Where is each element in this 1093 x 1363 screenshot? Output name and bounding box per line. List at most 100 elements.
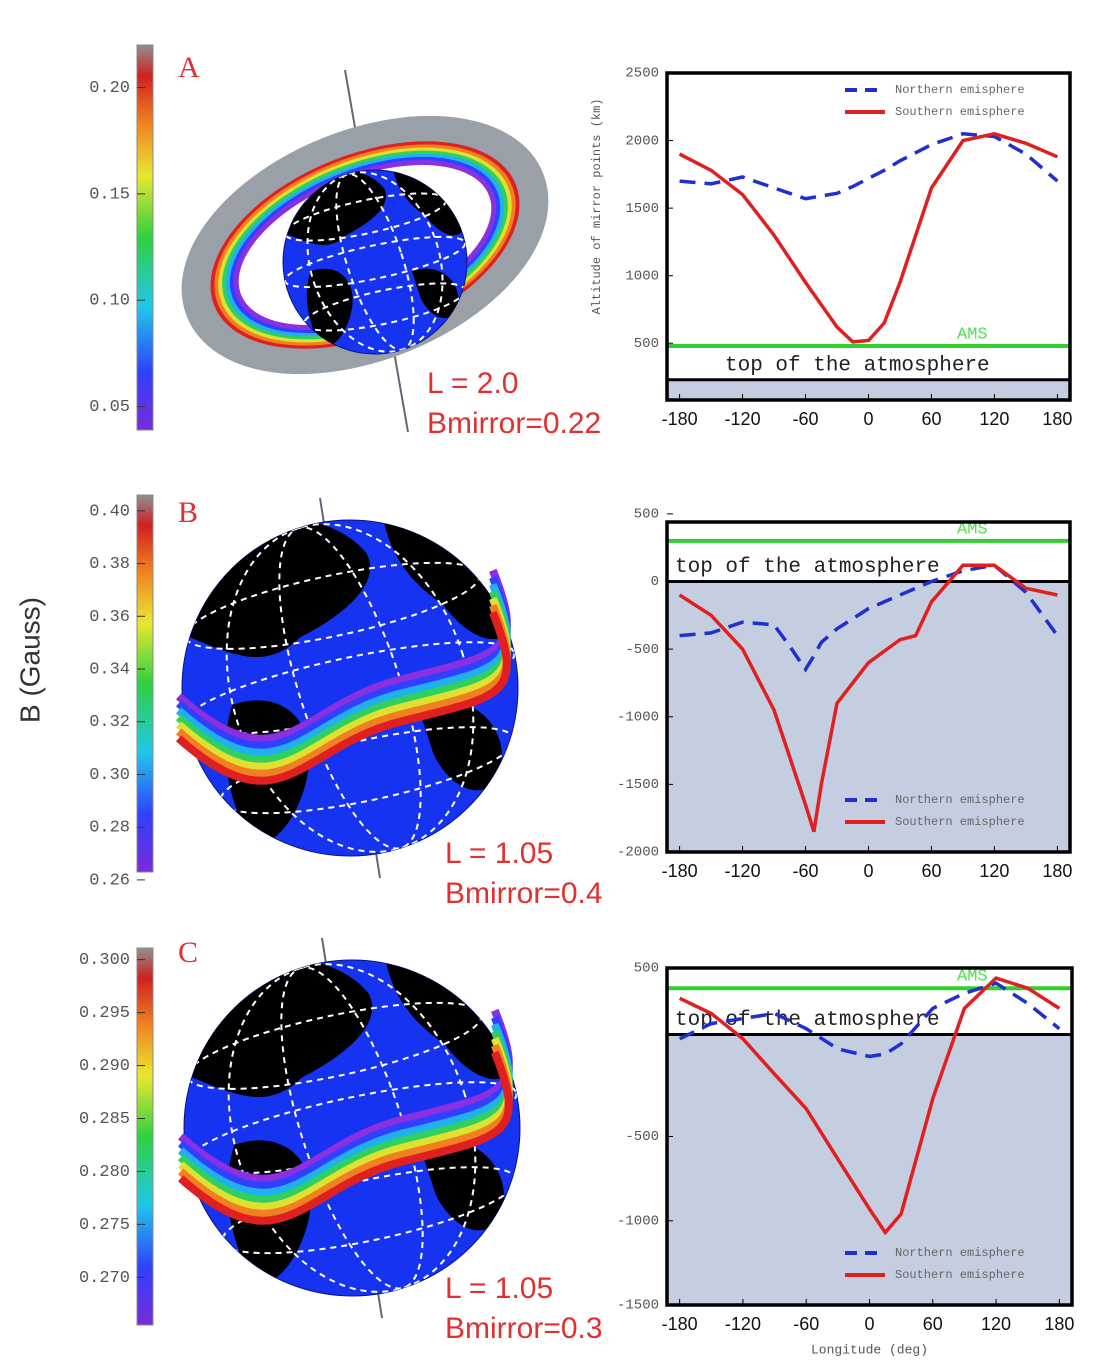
x-axis-label: Longitude (deg): [811, 1342, 928, 1357]
x-tick-label: -60: [793, 1314, 819, 1334]
x-tick-label: 0: [863, 409, 873, 429]
x-tick-label: -120: [725, 1314, 761, 1334]
panel-letter: A: [178, 51, 200, 84]
series-line: [678, 981, 1061, 1059]
radiation-band: [175, 610, 511, 785]
below-atmosphere: [667, 379, 1070, 400]
continent: [383, 520, 518, 640]
continent: [419, 1140, 505, 1231]
colorbar-label: B (Gauss): [14, 597, 45, 723]
ams-label: AMS: [957, 325, 988, 344]
y-axis-label: Altitude of mirror points (km): [590, 98, 604, 314]
colorbar-tick-label: 0.28: [89, 819, 130, 838]
y-tick-label: -1000: [617, 709, 659, 725]
below-atmosphere: [667, 581, 1070, 852]
colorbar: [136, 44, 154, 431]
x-tick-label: 0: [863, 861, 873, 881]
colorbar-tick-label: 0.38: [89, 555, 130, 574]
l-value: L = 1.05: [445, 1272, 553, 1305]
y-tick-label: -1500: [617, 777, 659, 793]
colorbar-tick-label: 0.270: [79, 1269, 130, 1288]
continent: [393, 170, 467, 236]
colorbar: [136, 947, 154, 1326]
l-value: L = 2.0: [427, 367, 518, 400]
x-tick-label: -60: [793, 861, 819, 881]
y-tick-label: -500: [625, 642, 659, 658]
colorbar-tick-label: 0.300: [79, 951, 130, 970]
globe: [175, 519, 519, 857]
colorbar: [136, 494, 154, 873]
series-line: [678, 563, 1058, 833]
plot-background: [667, 73, 1070, 400]
x-tick-label: -180: [662, 861, 698, 881]
colorbar-tick-label: 0.10: [89, 292, 130, 311]
y-tick-label: 1500: [625, 201, 659, 217]
series-line: [679, 563, 1059, 673]
bmirror-value: Bmirror=0.22: [427, 407, 601, 440]
colorbar-tick-label: 0.30: [89, 766, 130, 785]
y-tick-label: -1000: [617, 1213, 659, 1229]
panel-letter: B: [178, 496, 198, 529]
legend-label: Northern emisphere: [895, 793, 1025, 807]
y-tick-label: -2000: [617, 845, 659, 861]
colorbar-tick-label: 0.15: [89, 185, 130, 204]
colorbar-tick-label: 0.285: [79, 1110, 130, 1129]
y-tick-label: 1000: [625, 268, 659, 284]
x-tick-label: -120: [725, 409, 761, 429]
below-atmosphere: [667, 1034, 1072, 1305]
y-tick-label: 500: [634, 507, 659, 523]
meridian: [306, 171, 444, 353]
bmirror-value: Bmirror=0.4: [445, 877, 603, 910]
x-tick-label: 60: [921, 861, 941, 881]
legend-label: Southern emisphere: [895, 1268, 1025, 1282]
y-tick-label: 0: [651, 574, 659, 590]
colorbar-tick-label: 0.32: [89, 713, 130, 732]
atmosphere-label: top of the atmosphere: [675, 1009, 940, 1032]
legend-label: Southern emisphere: [895, 815, 1025, 829]
legend-label: Northern emisphere: [895, 83, 1025, 97]
y-tick-label: -500: [625, 1129, 659, 1145]
x-tick-label: -120: [725, 861, 761, 881]
x-tick-label: 120: [979, 861, 1009, 881]
colorbar-tick-label: 0.290: [79, 1057, 130, 1076]
globe: [177, 959, 521, 1297]
continent: [385, 960, 520, 1080]
x-tick-label: 0: [864, 1314, 874, 1334]
colorbar-tick-label: 0.34: [89, 660, 130, 679]
x-tick-label: 60: [921, 409, 941, 429]
colorbar-tick-label: 0.295: [79, 1004, 130, 1023]
colorbar-tick-label: 0.26: [89, 871, 130, 890]
y-tick-label: 500: [634, 336, 659, 352]
x-tick-label: 180: [1042, 409, 1072, 429]
radiation-band: [177, 1050, 513, 1225]
y-tick-label: 2000: [625, 133, 659, 149]
x-tick-label: 120: [979, 409, 1009, 429]
x-tick-label: -60: [793, 409, 819, 429]
continent: [306, 268, 353, 348]
x-tick-label: -180: [662, 1314, 698, 1334]
bmirror-value: Bmirror=0.3: [445, 1312, 603, 1345]
legend-label: Northern emisphere: [895, 1246, 1025, 1260]
colorbar-tick-label: 0.36: [89, 608, 130, 627]
y-tick-label: 500: [634, 961, 659, 977]
series-line: [678, 976, 1061, 1236]
x-tick-label: 180: [1042, 861, 1072, 881]
continent: [417, 700, 503, 791]
x-tick-label: 60: [923, 1314, 943, 1334]
x-tick-label: 120: [981, 1314, 1011, 1334]
meridian: [227, 963, 477, 1293]
legend-label: Southern emisphere: [895, 105, 1025, 119]
colorbar-tick-label: 0.20: [89, 79, 130, 98]
colorbar-tick-label: 0.280: [79, 1163, 130, 1182]
x-tick-label: 180: [1044, 1314, 1074, 1334]
ams-label: AMS: [957, 520, 988, 539]
series-line: [678, 131, 1059, 344]
y-tick-label: -1500: [617, 1298, 659, 1314]
x-tick-label: -180: [662, 409, 698, 429]
parallel: [184, 641, 516, 735]
ams-label: AMS: [957, 968, 988, 987]
l-value: L = 1.05: [445, 837, 553, 870]
colorbar-tick-label: 0.275: [79, 1216, 130, 1235]
panel-letter: C: [178, 936, 198, 969]
